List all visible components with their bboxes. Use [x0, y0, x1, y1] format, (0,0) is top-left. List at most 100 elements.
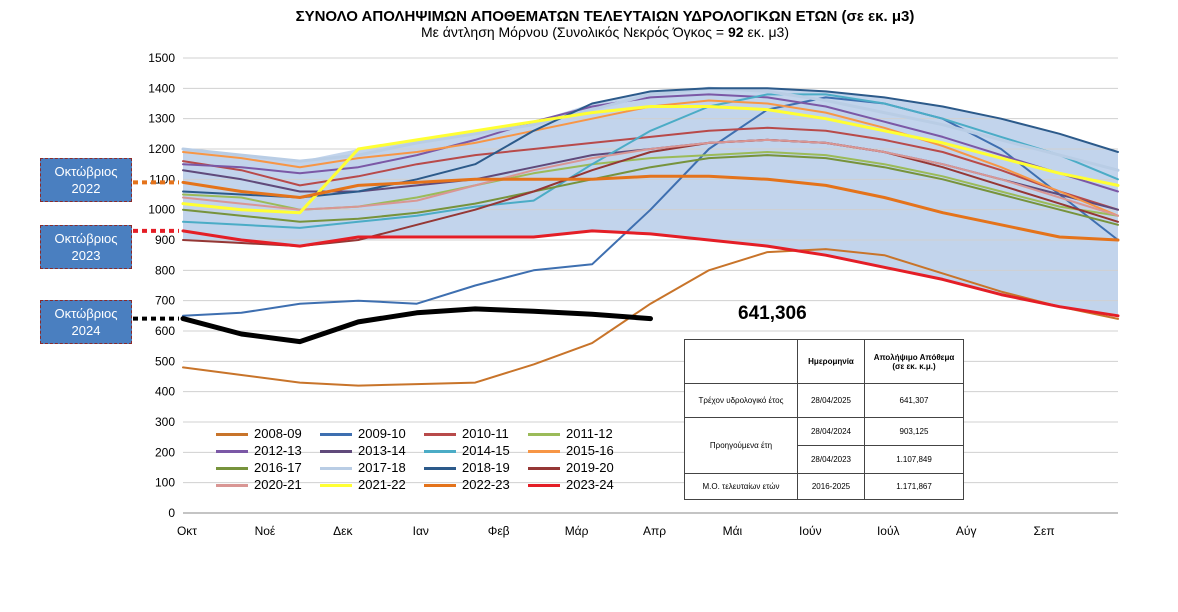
range-band-area: [183, 88, 1118, 316]
legend-swatch: [424, 433, 456, 437]
callout-label: Οκτώβριος: [54, 306, 118, 321]
callout-october-2024: Οκτώβριος 2024: [40, 300, 132, 344]
x-tick-label: Αύγ: [956, 524, 977, 538]
x-axis-ticks: Οκτ Νοέ Δεκ Ιαν Φεβ Μάρ Απρ Μάι Ιούν Ιούλ Αύγ Σεπ: [177, 524, 1055, 538]
table-cell-value: 1.171,867: [864, 473, 964, 500]
series-line-2021-22: [181, 105, 1120, 215]
y-tick-label: 1200: [148, 142, 175, 156]
legend-label: 2016-17: [254, 460, 302, 475]
legend-label: 2019-20: [566, 460, 614, 475]
table-cell-value: 641,307: [864, 383, 964, 418]
legend-item: 2008-09: [216, 426, 302, 441]
y-tick-label: 200: [155, 445, 175, 459]
legend-item: 2013-14: [320, 443, 406, 458]
x-tick-label: Σεπ: [1034, 524, 1055, 538]
legend-label: 2013-14: [358, 443, 406, 458]
y-tick-label: 600: [155, 324, 175, 338]
y-tick-label: 300: [155, 415, 175, 429]
y-tick-label: 500: [155, 354, 175, 368]
legend-swatch: [528, 450, 560, 454]
legend-swatch: [320, 433, 352, 437]
legend-label: 2022-23: [462, 477, 510, 492]
legend-item: 2018-19: [424, 460, 510, 475]
legend-item: 2016-17: [216, 460, 302, 475]
table-corner: [684, 339, 798, 384]
info-table: Ημερομηνία Απολήψιμο Απόθεμα (σε εκ. κ.μ…: [684, 339, 964, 500]
series-line-2022-23: [181, 174, 1120, 242]
y-tick-label: 1400: [148, 81, 175, 95]
legend-swatch: [424, 450, 456, 454]
x-tick-label: Φεβ: [488, 524, 510, 538]
legend-swatch: [320, 467, 352, 471]
legend-item: 2021-22: [320, 477, 406, 492]
legend-swatch: [216, 433, 248, 437]
chart-title: ΣΥΝΟΛΟ ΑΠΟΛΗΨΙΜΩΝ ΑΠΟΘΕΜΑΤΩΝ ΤΕΛΕΥΤΑΙΩΝ …: [295, 8, 915, 25]
callout-october-2022: Οκτώβριος 2022: [40, 158, 132, 202]
y-axis-ticks: 0100200300400500600700800900100011001200…: [148, 51, 175, 520]
y-tick-label: 0: [168, 506, 175, 520]
y-tick-label: 900: [155, 233, 175, 247]
table-cell-value: 1.107,849: [864, 445, 964, 474]
x-tick-label: Ιούλ: [877, 524, 900, 538]
legend-item: 2014-15: [424, 443, 510, 458]
series-lines: [180, 86, 1120, 387]
y-tick-label: 1000: [148, 203, 175, 217]
x-tick-label: Απρ: [643, 524, 666, 538]
legend-label: 2011-12: [566, 426, 613, 441]
legend-item: 2010-11: [424, 426, 509, 441]
series-line-2010-11: [182, 126, 1119, 211]
legend-item: 2022-23: [424, 477, 510, 492]
series-line-2018-19: [182, 87, 1119, 199]
legend-label: 2017-18: [358, 460, 406, 475]
x-tick-label: Ιαν: [413, 524, 429, 538]
table-row-label: Προηγούμενα έτη: [684, 417, 798, 474]
legend-item: 2012-13: [216, 443, 302, 458]
y-tick-label: 1500: [148, 51, 175, 65]
legend-swatch: [216, 467, 248, 471]
series-line-2020-21: [182, 138, 1119, 217]
x-tick-label: Οκτ: [177, 524, 197, 538]
callout-label: Οκτώβριος: [54, 231, 118, 246]
x-tick-label: Δεκ: [333, 524, 353, 538]
y-tick-label: 1300: [148, 112, 175, 126]
legend-swatch: [320, 484, 352, 488]
y-tick-label: 700: [155, 294, 175, 308]
legend-label: 2009-10: [358, 426, 406, 441]
table-cell-date: 28/04/2025: [797, 383, 865, 418]
legend-label: 2021-22: [358, 477, 406, 492]
table-cell-value: 903,125: [864, 417, 964, 446]
legend-item: 2015-16: [528, 443, 614, 458]
legend-swatch: [320, 450, 352, 454]
legend-label: 2008-09: [254, 426, 302, 441]
legend-item: 2017-18: [320, 460, 406, 475]
legend-swatch: [216, 484, 248, 488]
series-line-2008-09: [182, 248, 1119, 387]
legend-swatch: [424, 467, 456, 471]
table-header-date: Ημερομηνία: [797, 339, 865, 384]
series-line-2023-24: [181, 229, 1120, 318]
legend-swatch: [528, 484, 560, 488]
legend-item: 2020-21: [216, 477, 302, 492]
legend-item: 2011-12: [528, 426, 613, 441]
callout-year: 2024: [71, 323, 101, 338]
callout-year: 2023: [71, 248, 101, 263]
table-header-stock: Απολήψιμο Απόθεμα (σε εκ. κ.μ.): [864, 339, 964, 384]
callout-year: 2022: [71, 181, 101, 196]
y-tick-label: 800: [155, 263, 175, 277]
y-tick-label: 100: [155, 476, 175, 490]
legend-swatch: [528, 433, 560, 437]
legend-label: 2010-11: [462, 426, 509, 441]
range-band: [183, 88, 1118, 316]
callout-dashes: [133, 180, 179, 321]
current-value-label: 641,306: [738, 303, 807, 324]
series-line-2019-20: [182, 138, 1119, 248]
legend-label: 2014-15: [462, 443, 510, 458]
legend-swatch: [216, 450, 248, 454]
legend-label: 2015-16: [566, 443, 614, 458]
table-cell-date: 28/04/2023: [797, 445, 865, 474]
x-tick-label: Νοέ: [255, 524, 276, 538]
legend-label: 2023-24: [566, 477, 614, 492]
x-tick-label: Ιούν: [799, 524, 822, 538]
chart-subtitle: Με άντληση Μόρνου (Συνολικός Νεκρός Όγκο…: [420, 24, 790, 40]
x-tick-label: Μάρ: [565, 524, 589, 538]
